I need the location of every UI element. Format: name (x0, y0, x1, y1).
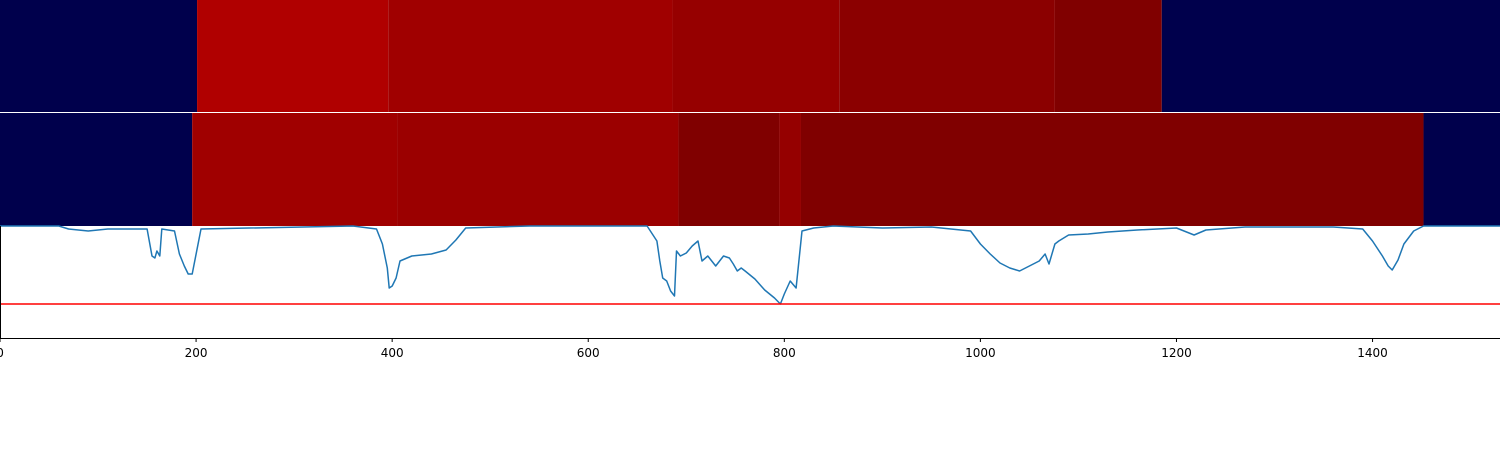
series-line (0, 225, 1500, 305)
x-tick-label: 1200 (1161, 346, 1192, 360)
x-tick-label: 600 (577, 346, 600, 360)
heatmap-cell (779, 113, 801, 226)
heatmap-cell (388, 0, 673, 112)
x-tick-label: 1400 (1357, 346, 1388, 360)
heatmap-cell (678, 113, 780, 226)
heatmap-cell (1161, 0, 1500, 112)
heatmap-cell (0, 0, 198, 112)
heatmap-cell (0, 113, 193, 226)
heatmap-cell (839, 0, 1055, 112)
heatmap-cell (197, 0, 389, 112)
x-tick-label: 400 (381, 346, 404, 360)
heatmap-cell (1054, 0, 1162, 112)
line-panel (0, 225, 1500, 338)
heatmap-cell (192, 113, 398, 226)
heatmap-tracks (0, 0, 1500, 226)
heatmap-cell (672, 0, 840, 112)
x-tick-label: 800 (773, 346, 796, 360)
heatmap-cell (1423, 113, 1500, 226)
heatmap-cell (397, 113, 679, 226)
x-tick-label: 1000 (965, 346, 996, 360)
x-tick-label: 200 (185, 346, 208, 360)
heatmap-cell (800, 113, 1424, 226)
x-axis: 0 200 400 600 800 1000 1200 1400 (0, 338, 1500, 360)
x-tick-label: 0 (0, 346, 4, 360)
